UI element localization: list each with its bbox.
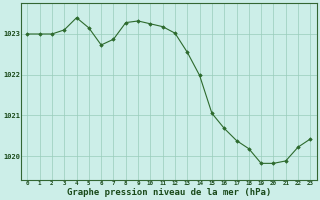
X-axis label: Graphe pression niveau de la mer (hPa): Graphe pression niveau de la mer (hPa) [67,188,271,197]
